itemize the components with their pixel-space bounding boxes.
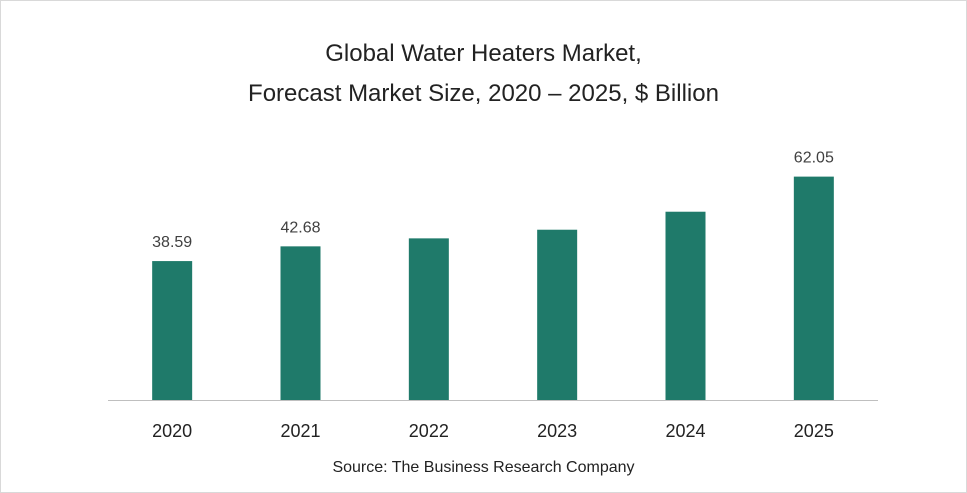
bar-2025 (793, 176, 834, 400)
bar-2023 (537, 229, 578, 400)
data-label-2025: 62.05 (794, 150, 834, 167)
chart-subtitle: Forecast Market Size, 2020 – 2025, $ Bil… (248, 80, 719, 107)
x-tick-label-2022: 2022 (409, 421, 449, 441)
x-tick-label-2021: 2021 (280, 421, 320, 441)
x-tick-label-2020: 2020 (152, 421, 192, 441)
bar-2021 (280, 246, 321, 400)
source-note: Source: The Business Research Company (332, 459, 635, 476)
data-label-2021: 42.68 (280, 219, 320, 236)
x-tick-label-2023: 2023 (537, 421, 577, 441)
bar-2020 (152, 261, 193, 400)
bar-2022 (408, 238, 449, 400)
chart-title: Global Water Heaters Market, (325, 40, 642, 67)
data-label-2020: 38.59 (152, 234, 192, 251)
x-tick-label-2024: 2024 (665, 421, 705, 441)
x-tick-label-2025: 2025 (794, 421, 834, 441)
bar-2024 (665, 211, 706, 400)
